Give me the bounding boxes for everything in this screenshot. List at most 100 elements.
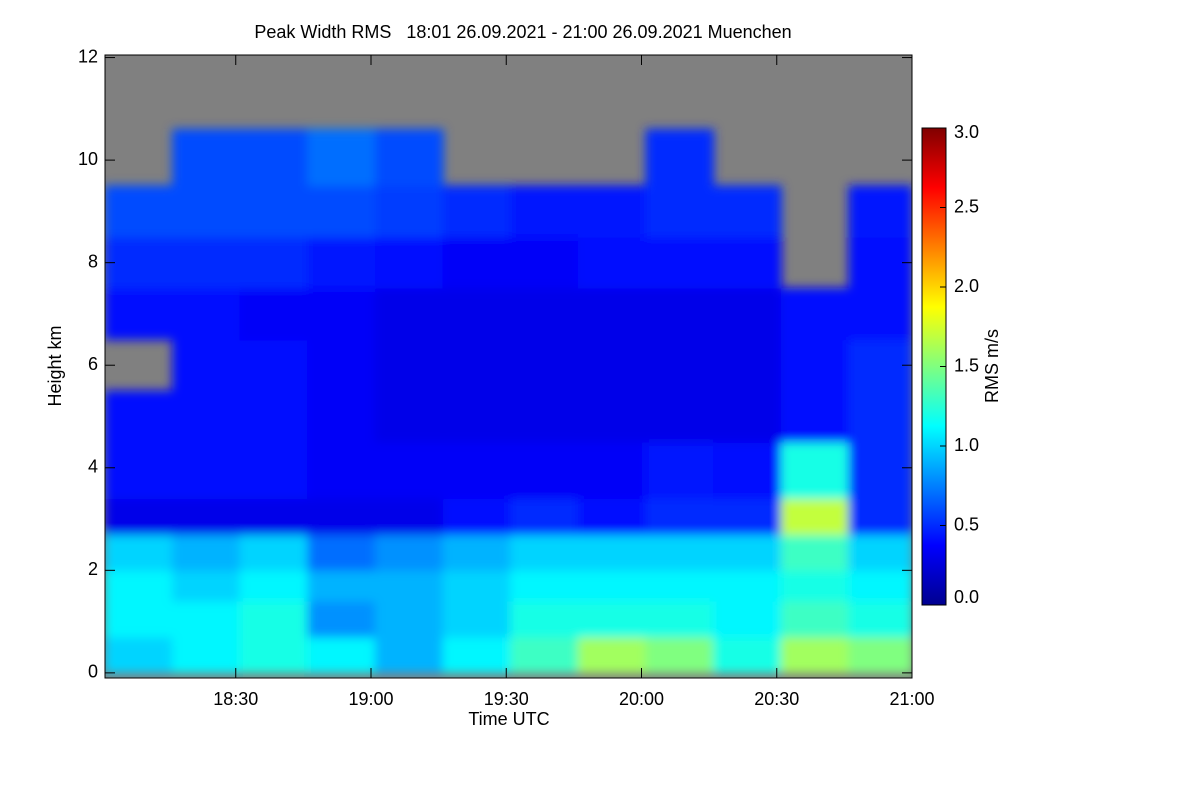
- heatmap-cell: [442, 185, 512, 238]
- heatmap-cell: [239, 339, 309, 392]
- colorbar-tick-label: 3.0: [954, 122, 979, 142]
- heatmap-cell: [510, 339, 579, 392]
- heatmap-cell: [105, 185, 174, 238]
- plot-frame: [104, 54, 913, 679]
- heatmap-cell: [780, 498, 850, 535]
- heatmap-cell: [239, 185, 309, 238]
- heatmap-cell: [442, 339, 512, 392]
- heatmap-cell: [172, 569, 241, 602]
- heatmap-cell: [510, 236, 579, 289]
- heatmap-cell: [375, 498, 444, 535]
- y-tick-label: 2: [88, 559, 98, 579]
- heatmap-cell: [172, 339, 241, 392]
- heatmap: [105, 128, 912, 674]
- y-tick-label: 4: [88, 457, 98, 477]
- heatmap-cell: [442, 636, 512, 674]
- y-tick-label: 6: [88, 354, 98, 374]
- colorbar-tick-label: 2.5: [954, 196, 979, 216]
- heatmap-cell: [375, 636, 444, 674]
- heatmap-cell: [375, 236, 444, 289]
- heatmap-cell: [239, 236, 309, 289]
- heatmap-cell: [375, 339, 444, 392]
- heatmap-cell: [510, 636, 579, 674]
- heatmap-cell: [577, 533, 647, 571]
- heatmap-cell: [307, 390, 377, 443]
- heatmap-cell: [713, 390, 782, 443]
- heatmap-cell: [645, 600, 715, 638]
- heatmap-cell: [848, 533, 912, 571]
- heatmap-cell: [442, 569, 512, 602]
- y-tick-label: 8: [88, 251, 98, 271]
- heatmap-cell: [375, 287, 444, 341]
- heatmap-cell: [307, 128, 377, 187]
- colorbar-tick-label: 2.0: [954, 276, 979, 296]
- heatmap-cell: [848, 441, 912, 500]
- heatmap-cell: [172, 636, 241, 674]
- heatmap-cell: [375, 185, 444, 238]
- heatmap-cell: [239, 287, 309, 341]
- heatmap-cell: [105, 600, 174, 638]
- heatmap-cell: [645, 636, 715, 674]
- heatmap-cell: [713, 185, 782, 238]
- heatmap-cell: [105, 441, 174, 500]
- heatmap-cell: [510, 390, 579, 443]
- heatmap-cell: [780, 287, 850, 341]
- heatmap-cell: [645, 390, 715, 443]
- x-axis-label: Time UTC: [468, 709, 549, 729]
- heatmap-cell: [510, 569, 579, 602]
- heatmap-cell: [307, 636, 377, 674]
- heatmap-cell: [105, 498, 174, 535]
- heatmap-cell: [375, 569, 444, 602]
- heatmap-cell: [713, 441, 782, 500]
- heatmap-cell: [442, 287, 512, 341]
- heatmap-cell: [307, 185, 377, 238]
- heatmap-cell: [239, 569, 309, 602]
- x-tick-label: 19:00: [348, 689, 393, 709]
- heatmap-cell: [645, 185, 715, 238]
- heatmap-cell: [577, 390, 647, 443]
- heatmap-cell: [172, 441, 241, 500]
- heatmap-cell: [375, 441, 444, 500]
- heatmap-cell: [848, 339, 912, 392]
- heatmap-cell: [442, 441, 512, 500]
- heatmap-cell: [105, 390, 174, 443]
- heatmap-cell: [645, 498, 715, 535]
- colorbar-label: RMS m/s: [982, 329, 1002, 403]
- heatmap-cell: [848, 287, 912, 341]
- heatmap-cell: [645, 339, 715, 392]
- heatmap-cell: [848, 498, 912, 535]
- heatmap-cell: [307, 441, 377, 500]
- heatmap-cell: [307, 533, 377, 571]
- heatmap-cell: [510, 441, 579, 500]
- colorbar-tick-label: 0.0: [954, 587, 979, 607]
- heatmap-cell: [239, 498, 309, 535]
- heatmap-cell: [105, 636, 174, 674]
- heatmap-cell: [577, 600, 647, 638]
- heatmap-cell: [172, 128, 241, 187]
- y-tick-label: 12: [78, 46, 98, 66]
- axes: 0 2 4 6 8 10 12 18:30 19:00 19:30 20:00 20:30 21:00 0…: [78, 46, 979, 708]
- heatmap-cell: [307, 236, 377, 289]
- heatmap-cell: [780, 339, 850, 392]
- heatmap-cell: [780, 441, 850, 500]
- heatmap-cell: [645, 128, 715, 187]
- heatmap-cell: [848, 600, 912, 638]
- heatmap-cell: [510, 287, 579, 341]
- heatmap-cell: [442, 533, 512, 571]
- heatmap-cell: [577, 441, 647, 500]
- y-axis-label: Height km: [45, 325, 65, 406]
- heatmap-cell: [172, 287, 241, 341]
- heatmap-cell: [848, 390, 912, 443]
- chart-title: Peak Width RMS 18:01 26.09.2021 - 21:00 …: [254, 22, 791, 42]
- heatmap-cell: [645, 236, 715, 289]
- heatmap-cell: [713, 339, 782, 392]
- heatmap-cell: [172, 236, 241, 289]
- heatmap-cell: [307, 498, 377, 535]
- x-tick-label: 18:30: [213, 689, 258, 709]
- heatmap-cell: [172, 390, 241, 443]
- heatmap-cell: [713, 236, 782, 289]
- heatmap-cell: [510, 533, 579, 571]
- heatmap-cell: [239, 128, 309, 187]
- heatmap-cell: [645, 287, 715, 341]
- heatmap-cell: [577, 236, 647, 289]
